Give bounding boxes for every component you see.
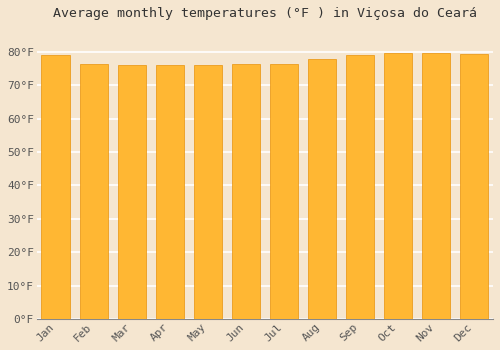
Bar [156, 65, 184, 319]
Bar [42, 55, 70, 319]
Bar [384, 53, 412, 319]
Bar [308, 59, 336, 319]
Bar [346, 55, 374, 319]
Bar [118, 65, 146, 319]
Bar [80, 64, 108, 319]
Bar [232, 64, 260, 319]
Bar [422, 53, 450, 319]
Bar [194, 65, 222, 319]
Bar [270, 64, 298, 319]
Title: Average monthly temperatures (°F ) in Viçosa do Ceará: Average monthly temperatures (°F ) in Vi… [53, 7, 477, 20]
Bar [460, 54, 488, 319]
